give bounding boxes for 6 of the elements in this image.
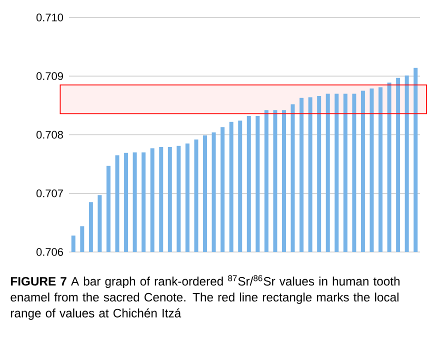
y-tick-label: 0.709 <box>36 72 63 80</box>
text: FIGURE 7 A bar graph of rank-ordered $^{87}$Sr/$^{86}$Sr values in human tooth enamel from the sacred Cenote. The red line rectangle marks the local range of values at Chichén Itzá <box>10 275 400 320</box>
y-tick-label: 0.707 <box>36 190 63 198</box>
y-tick-label: 0.708 <box>36 130 63 139</box>
y-tick-label: 0.710 <box>36 14 64 22</box>
y-tick-label: 0.706 <box>36 248 63 256</box>
